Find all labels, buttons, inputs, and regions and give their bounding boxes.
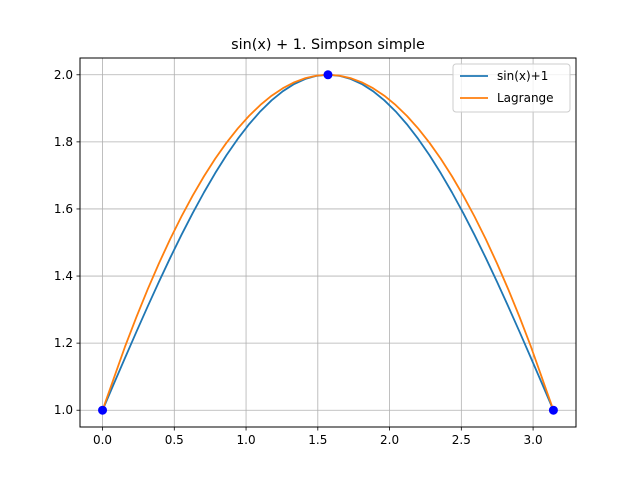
y-tick-label: 1.2 [54, 336, 73, 350]
y-tick-label: 1.4 [54, 269, 73, 283]
x-tick-label: 3.0 [524, 433, 543, 447]
x-tick-label: 0.0 [93, 433, 112, 447]
y-tick-label: 1.8 [54, 135, 73, 149]
y-tick-label: 1.6 [54, 202, 73, 216]
data-point [323, 70, 333, 80]
data-point [98, 405, 108, 415]
y-axis: 1.0 1.2 1.4 1.6 1.8 2.0 [54, 68, 80, 417]
legend: sin(x)+1 Lagrange [452, 63, 571, 113]
x-tick-label: 0.5 [165, 433, 184, 447]
chart-title: sin(x) + 1. Simpson simple [231, 37, 425, 53]
x-tick-label: 2.0 [380, 433, 399, 447]
x-tick-label: 1.5 [308, 433, 327, 447]
legend-label: sin(x)+1 [497, 69, 548, 83]
points-group [98, 70, 558, 415]
x-axis: 0.0 0.5 1.0 1.5 2.0 2.5 3.0 [93, 427, 543, 447]
plot-frame [79, 57, 577, 428]
y-tick-label: 2.0 [54, 68, 73, 82]
data-point [548, 405, 558, 415]
x-tick-label: 1.0 [237, 433, 256, 447]
legend-label: Lagrange [497, 91, 554, 105]
y-tick-label: 1.0 [54, 403, 73, 417]
x-tick-label: 2.5 [452, 433, 471, 447]
